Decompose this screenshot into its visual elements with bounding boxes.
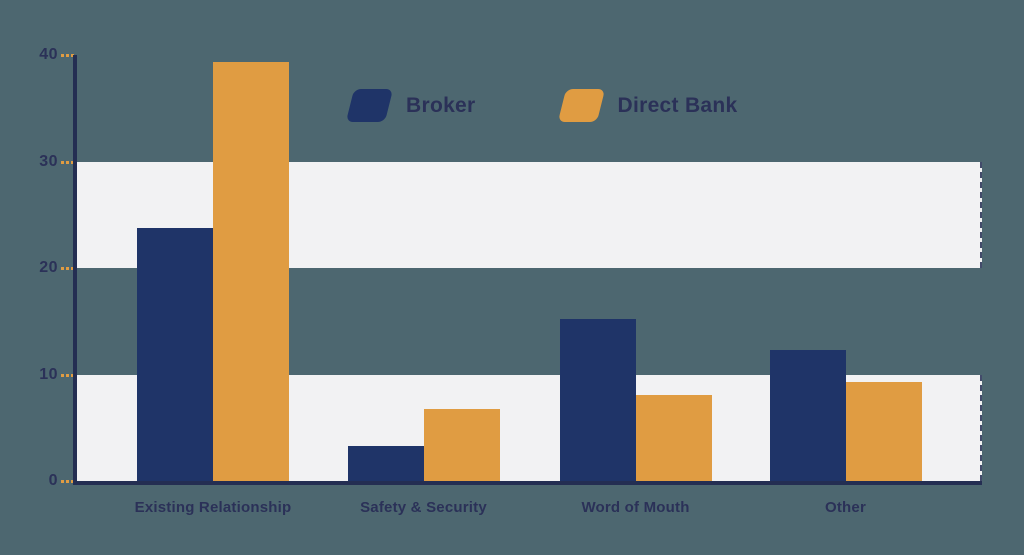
bar-broker-existing-relationship <box>137 227 213 481</box>
y-axis-tick <box>61 373 76 377</box>
x-axis-label: Other <box>824 499 866 516</box>
direct-bank-series-label: Direct Bank <box>617 93 738 117</box>
x-axis-line <box>73 481 982 485</box>
bar-direct-bank-word-of-mouth <box>635 394 712 481</box>
legend-item-broker: Broker <box>345 89 476 122</box>
broker-series-swatch <box>345 89 394 122</box>
y-axis-tick <box>61 160 76 164</box>
y-axis-tick <box>61 267 76 270</box>
y-axis-tick-label: 40 <box>39 46 58 63</box>
chart-legend: Broker Direct Bank <box>345 89 738 122</box>
bar-direct-bank-safety-security <box>423 408 500 481</box>
bar-broker-other <box>769 350 846 481</box>
bar-broker-safety-security <box>347 445 424 481</box>
y-axis-tick-label: 10 <box>39 365 58 383</box>
y-axis-tick-label: 0 <box>48 472 58 489</box>
bar-direct-bank-existing-relationship <box>213 62 289 481</box>
bar-broker-word-of-mouth <box>559 319 636 481</box>
direct-bank-series-swatch <box>557 89 605 122</box>
y-axis-line <box>73 55 77 485</box>
y-axis-tick <box>61 54 76 57</box>
x-axis-label: Word of Mouth <box>581 499 690 516</box>
legend-item-direct-bank: Direct Bank <box>557 89 738 122</box>
broker-series-label: Broker <box>406 93 476 117</box>
bar-direct-bank-other <box>845 381 922 481</box>
y-axis-tick <box>61 480 76 483</box>
x-axis-label: Existing Relationship <box>134 499 292 516</box>
x-axis-label: Safety & Security <box>360 499 487 516</box>
y-axis-tick-label: 20 <box>39 259 58 276</box>
y-axis-tick-label: 30 <box>39 152 58 170</box>
